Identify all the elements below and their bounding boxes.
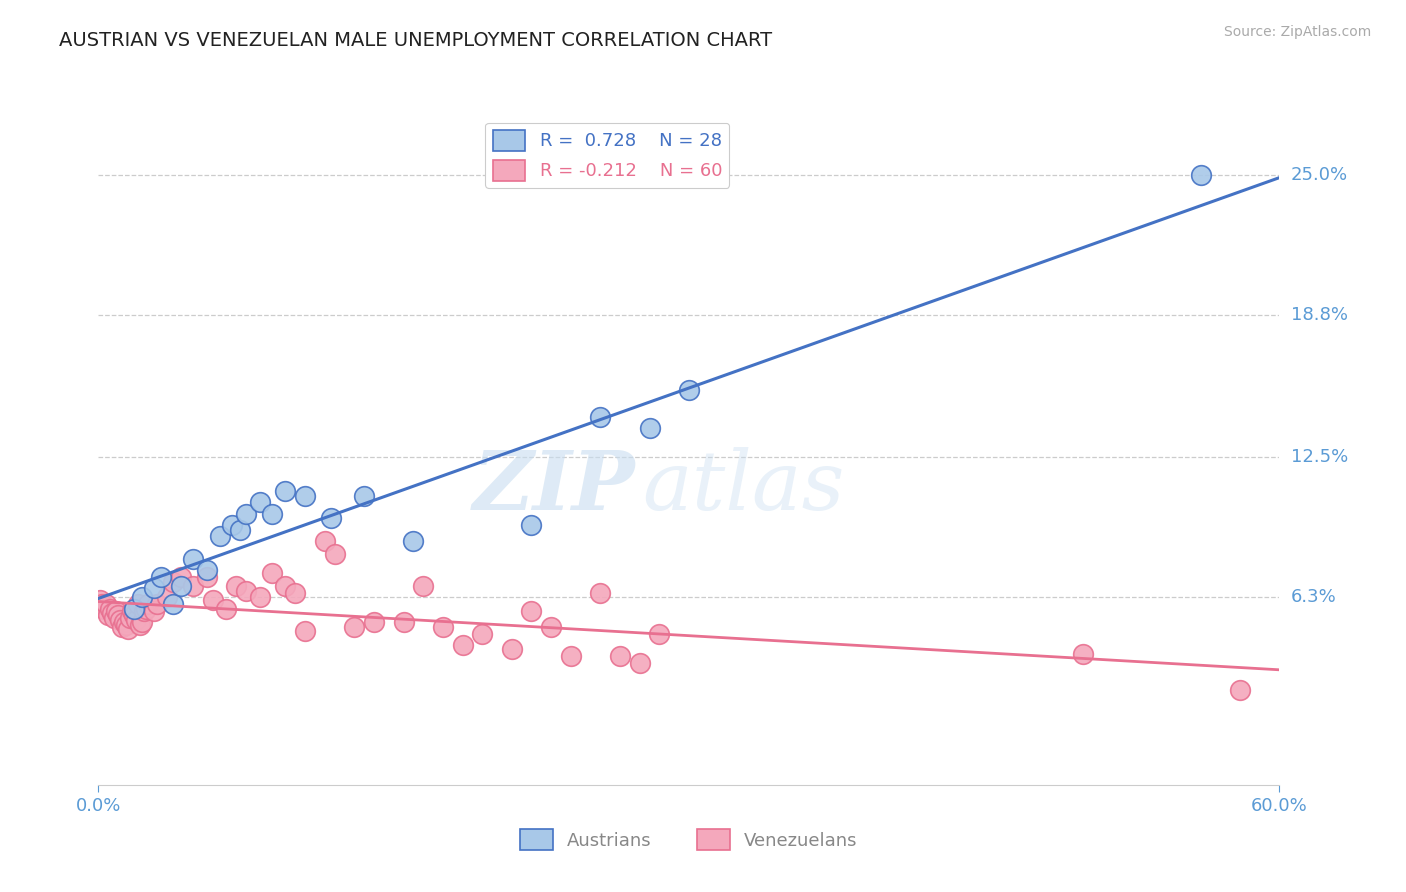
Point (201, 592, 224, 607)
Text: 25.0%: 25.0% (1291, 166, 1348, 184)
Point (1071, 647, 1094, 661)
Point (128, 617, 150, 632)
Point (89, 592, 111, 607)
Point (402, 533, 425, 548)
Point (156, 591, 179, 605)
Point (323, 548, 346, 562)
Point (135, 601, 157, 615)
Point (260, 566, 283, 580)
Point (98, 601, 121, 615)
Point (589, 409, 612, 424)
Point (392, 615, 415, 630)
Legend: Austrians, Venezuelans: Austrians, Venezuelans (513, 822, 865, 857)
Point (125, 613, 148, 627)
Point (91, 597, 114, 611)
Point (112, 615, 135, 630)
Text: 6.3%: 6.3% (1291, 589, 1336, 607)
Point (319, 511, 342, 525)
Point (343, 620, 366, 634)
Point (131, 615, 153, 630)
Point (249, 495, 271, 509)
Point (96, 597, 118, 611)
Point (274, 484, 297, 499)
Text: atlas: atlas (641, 447, 844, 526)
Point (105, 604, 128, 618)
Point (314, 533, 336, 548)
Point (678, 383, 700, 397)
Point (229, 523, 252, 537)
Text: 18.8%: 18.8% (1291, 306, 1347, 324)
Point (131, 591, 153, 605)
Point (101, 606, 124, 620)
Point (162, 597, 184, 611)
Point (93, 601, 115, 615)
Point (127, 597, 149, 611)
Point (225, 579, 247, 593)
Text: ZIP: ZIP (474, 447, 636, 526)
Point (97, 608, 120, 623)
Point (195, 570, 218, 584)
Point (294, 624, 316, 639)
Point (117, 622, 139, 636)
Point (432, 620, 454, 634)
Point (560, 649, 582, 664)
Text: 12.5%: 12.5% (1291, 449, 1348, 467)
Point (260, 507, 283, 521)
Point (181, 579, 204, 593)
Point (609, 649, 631, 664)
Point (249, 591, 271, 605)
Point (1189, 168, 1212, 182)
Point (132, 604, 155, 618)
Point (146, 597, 169, 611)
Point (103, 611, 125, 625)
Point (108, 613, 131, 627)
Point (648, 626, 671, 640)
Point (122, 601, 145, 615)
Text: Source: ZipAtlas.com: Source: ZipAtlas.com (1223, 25, 1371, 39)
Point (115, 617, 138, 632)
Point (628, 656, 651, 670)
Point (501, 642, 523, 657)
Point (284, 586, 307, 600)
Point (209, 529, 232, 543)
Point (150, 570, 173, 584)
Point (121, 604, 143, 618)
Point (181, 552, 204, 566)
Point (136, 597, 159, 611)
Point (363, 615, 385, 630)
Point (118, 611, 141, 625)
Point (162, 574, 184, 589)
Point (471, 626, 494, 640)
Point (638, 421, 661, 435)
Point (353, 489, 375, 503)
Point (111, 620, 134, 634)
Point (520, 518, 543, 533)
Point (170, 570, 193, 584)
Point (1229, 683, 1251, 698)
Point (142, 582, 165, 596)
Point (170, 579, 193, 593)
Point (215, 601, 238, 615)
Point (122, 608, 145, 623)
Point (107, 608, 129, 623)
Point (520, 604, 543, 618)
Point (412, 579, 434, 593)
Point (142, 604, 165, 618)
Point (294, 489, 316, 503)
Point (221, 518, 243, 533)
Point (589, 586, 612, 600)
Point (274, 579, 297, 593)
Point (235, 507, 257, 521)
Point (451, 638, 474, 652)
Point (235, 583, 257, 598)
Point (540, 620, 562, 634)
Point (195, 563, 218, 577)
Text: AUSTRIAN VS VENEZUELAN MALE UNEMPLOYMENT CORRELATION CHART: AUSTRIAN VS VENEZUELAN MALE UNEMPLOYMENT… (59, 31, 772, 50)
